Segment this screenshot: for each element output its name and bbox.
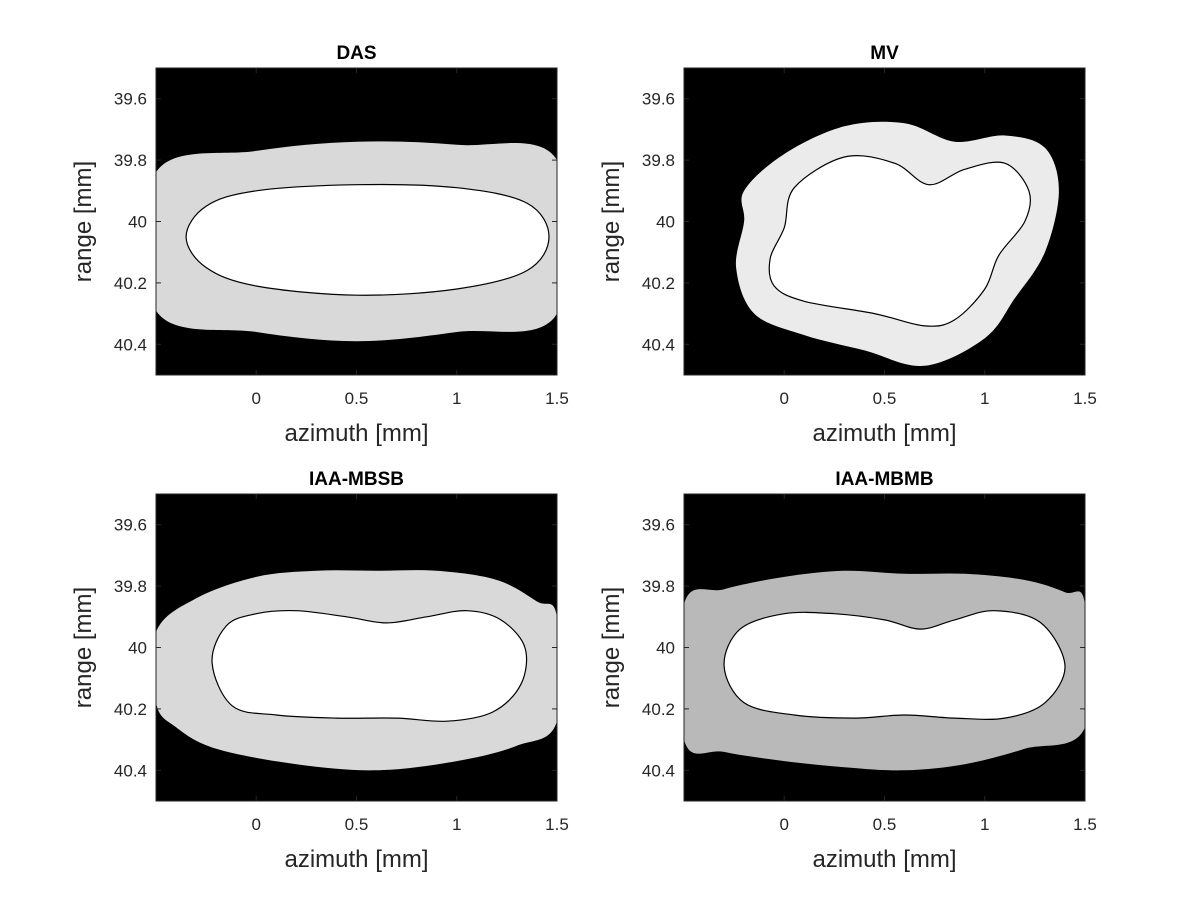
- chart-title: IAA-MBSB: [309, 469, 404, 490]
- x-tick-label: 1.5: [545, 815, 569, 834]
- y-tick-label: 39.6: [642, 90, 675, 109]
- inner-contour-line: [211, 609, 528, 722]
- y-tick-label: 40.4: [642, 335, 675, 354]
- x-tick-label: 1: [452, 815, 461, 834]
- chart-panel-1: 0 0.5 1 1.5 39.6 39.8 40 40.2 40.4 MV azimuth [mm]…: [598, 43, 1097, 447]
- chart-panel-2: 0 0.5 1 1.5 39.6 39.8 40 40.2 40.4 IAA-MBSB azimut…: [70, 469, 569, 873]
- x-tick-label: 0.5: [873, 389, 897, 408]
- y-tick-label: 40.2: [114, 274, 147, 293]
- x-tick-label: 0.5: [873, 815, 897, 834]
- y-axis-label: range [mm]: [598, 161, 625, 282]
- y-axis-label: range [mm]: [598, 587, 625, 708]
- y-tick-label: 40.2: [642, 274, 675, 293]
- chart-title: IAA-MBMB: [835, 469, 933, 490]
- y-tick-label: 40: [656, 213, 675, 232]
- y-tick-label: 40.2: [642, 700, 675, 719]
- y-tick-label: 40: [128, 639, 147, 658]
- y-tick-label: 39.6: [114, 516, 147, 535]
- x-tick-label: 0: [780, 389, 789, 408]
- x-tick-label: 1.5: [545, 389, 569, 408]
- chart-panel-0: 0 0.5 1 1.5 39.6 39.8 40 40.2 40.4 DAS azimuth [mm…: [70, 43, 569, 447]
- y-tick-label: 39.8: [642, 151, 675, 170]
- x-axis-label: azimuth [mm]: [284, 846, 428, 873]
- x-tick-label: 1: [452, 389, 461, 408]
- x-tick-label: 1: [980, 389, 989, 408]
- x-axis-label: azimuth [mm]: [812, 420, 956, 447]
- x-tick-label: 1.5: [1073, 389, 1097, 408]
- y-tick-label: 40.4: [114, 761, 147, 780]
- x-tick-label: 0.5: [345, 815, 369, 834]
- inner-contour-line: [185, 183, 550, 296]
- y-tick-label: 40.4: [114, 335, 147, 354]
- x-tick-label: 1: [980, 815, 989, 834]
- y-tick-label: 39.6: [114, 90, 147, 109]
- inner-contour-line: [723, 610, 1066, 720]
- y-axis-label: range [mm]: [70, 587, 97, 708]
- y-tick-label: 40: [128, 213, 147, 232]
- x-tick-label: 0.5: [345, 389, 369, 408]
- x-tick-label: 0: [252, 389, 261, 408]
- y-tick-label: 39.8: [114, 151, 147, 170]
- y-tick-label: 40.2: [114, 700, 147, 719]
- x-axis-label: azimuth [mm]: [284, 420, 428, 447]
- x-tick-label: 0: [780, 815, 789, 834]
- y-tick-label: 40.4: [642, 761, 675, 780]
- chart-title: DAS: [336, 43, 376, 64]
- y-axis-label: range [mm]: [70, 161, 97, 282]
- x-axis-label: azimuth [mm]: [812, 846, 956, 873]
- inner-contour-line: [768, 154, 1031, 327]
- y-tick-label: 39.8: [114, 577, 147, 596]
- y-tick-label: 39.8: [642, 577, 675, 596]
- y-tick-label: 39.6: [642, 516, 675, 535]
- chart-title: MV: [870, 43, 899, 64]
- y-tick-label: 40: [656, 639, 675, 658]
- chart-panel-3: 0 0.5 1 1.5 39.6 39.8 40 40.2 40.4 IAA-MBMB azimut…: [598, 469, 1097, 873]
- x-tick-label: 1.5: [1073, 815, 1097, 834]
- x-tick-label: 0: [252, 815, 261, 834]
